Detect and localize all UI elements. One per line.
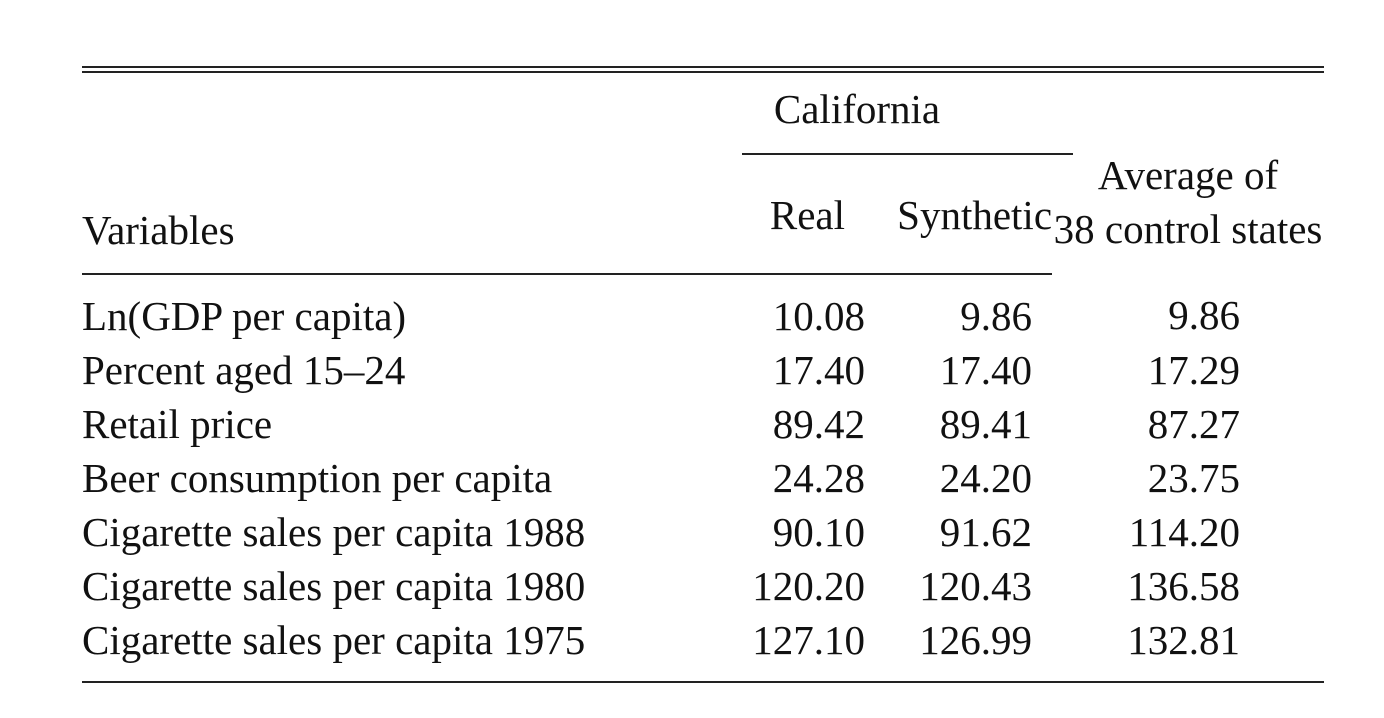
row-average-value: 17.29 bbox=[1147, 346, 1241, 393]
row-real-value: 120.20 bbox=[752, 562, 865, 609]
row-variable-name: Beer consumption per capita bbox=[82, 454, 553, 501]
top-double-rule bbox=[82, 66, 1324, 73]
row-variable-name: Cigarette sales per capita 1975 bbox=[82, 613, 662, 683]
row-variable-name: Retail price bbox=[82, 400, 273, 447]
average-header-line2: 38 control states bbox=[1053, 205, 1323, 252]
row-real-value: 127.10 bbox=[662, 613, 867, 683]
row-real-value: 90.10 bbox=[772, 508, 865, 555]
row-variable-name: Ln(GDP per capita) bbox=[82, 292, 407, 339]
row-synthetic-value: 91.62 bbox=[939, 508, 1033, 555]
header-row-group: California Average of 38 control states bbox=[82, 73, 1324, 252]
table-row: Beer consumption per capita 24.28 24.20 23.… bbox=[82, 451, 1324, 505]
column-header-synthetic: Synthetic bbox=[867, 157, 1053, 275]
row-variable-name: Cigarette sales per capita 1988 bbox=[82, 508, 586, 555]
row-average-value: 136.58 bbox=[1127, 562, 1241, 609]
table-row: Ln(GDP per capita) 10.08 9.86 9.86 bbox=[82, 274, 1324, 343]
column-header-variables: Variables bbox=[82, 157, 662, 275]
row-variable-name: Percent aged 15–24 bbox=[82, 346, 406, 393]
row-real-value: 10.08 bbox=[772, 292, 865, 339]
predictor-means-table-container: California Average of 38 control states … bbox=[82, 66, 1325, 683]
row-average-value: 9.86 bbox=[1168, 292, 1241, 338]
row-synthetic-value: 126.99 bbox=[867, 613, 1053, 683]
row-average-value: 114.20 bbox=[1128, 508, 1241, 555]
row-synthetic-value: 89.41 bbox=[939, 400, 1033, 447]
average-header-line1: Average of bbox=[1097, 152, 1279, 199]
row-real-value: 17.40 bbox=[772, 346, 865, 393]
row-variable-name: Cigarette sales per capita 1980 bbox=[82, 562, 586, 609]
table-row: Cigarette sales per capita 1988 90.10 91.6… bbox=[82, 505, 1324, 559]
header-empty-cell bbox=[82, 73, 662, 157]
row-synthetic-value: 9.86 bbox=[960, 292, 1033, 339]
row-real-value: 24.28 bbox=[772, 454, 865, 501]
row-real-value: 89.42 bbox=[772, 400, 865, 447]
column-header-average: Average of 38 control states bbox=[1052, 73, 1324, 274]
column-group-label: California bbox=[773, 85, 941, 132]
column-header-real: Real bbox=[662, 157, 867, 275]
table-body: Ln(GDP per capita) 10.08 9.86 9.86 Percent a… bbox=[82, 274, 1325, 683]
table-row: Cigarette sales per capita 1980 120.20 120… bbox=[82, 559, 1324, 613]
group-underline bbox=[742, 153, 1074, 155]
header-row-columns: Variables Real Synthetic bbox=[82, 157, 1324, 275]
row-synthetic-value: 120.43 bbox=[919, 562, 1033, 609]
table-row: Cigarette sales per capita 1975 127.10 126… bbox=[82, 613, 1325, 683]
row-average-value: 132.81 bbox=[1052, 613, 1325, 683]
row-average-value: 23.75 bbox=[1147, 454, 1241, 501]
row-average-value: 87.27 bbox=[1147, 400, 1241, 447]
predictor-means-table: California Average of 38 control states … bbox=[82, 73, 1325, 683]
row-synthetic-value: 17.40 bbox=[939, 346, 1033, 393]
table-row: Percent aged 15–24 17.40 17.40 17.29 bbox=[82, 343, 1324, 397]
table-row: Retail price 89.42 89.41 87.27 bbox=[82, 397, 1324, 451]
row-synthetic-value: 24.20 bbox=[939, 454, 1033, 501]
column-group-california: California bbox=[662, 73, 1074, 157]
